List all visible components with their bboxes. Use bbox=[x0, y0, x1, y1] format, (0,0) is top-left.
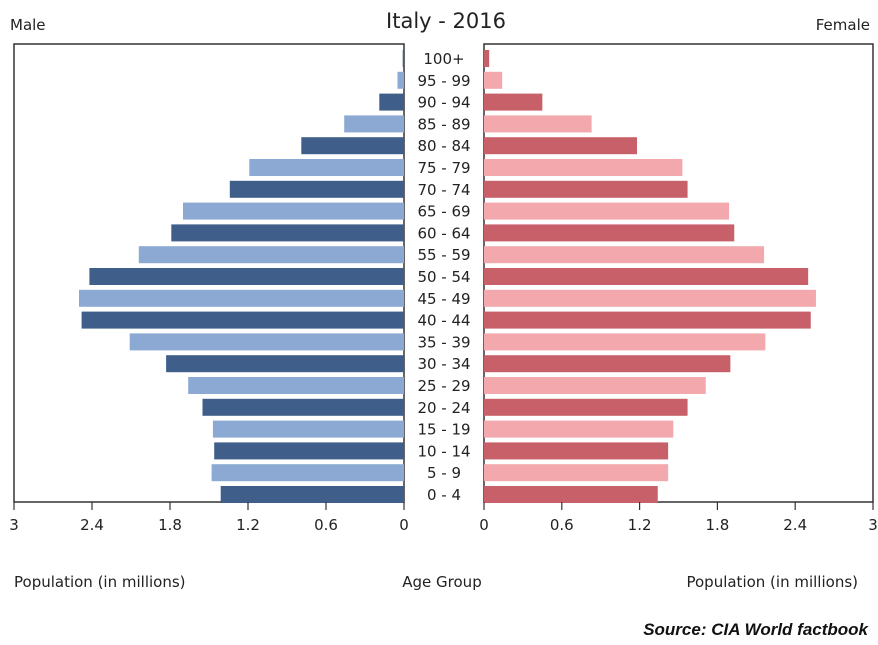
male-bar-12 bbox=[81, 311, 404, 329]
age-label-3: 85 - 89 bbox=[417, 115, 470, 133]
age-label-20: 0 - 4 bbox=[427, 486, 461, 504]
male-bar-8 bbox=[171, 224, 404, 242]
female-bar-1 bbox=[484, 71, 503, 89]
tick-label-3: 1.2 bbox=[236, 516, 260, 534]
female-bar-20 bbox=[484, 486, 658, 503]
age-label-15: 25 - 29 bbox=[417, 377, 470, 395]
female-label: Female bbox=[816, 16, 870, 34]
female-bar-6 bbox=[484, 180, 688, 198]
x-axis-label-left: Population (in millions) bbox=[14, 573, 186, 591]
age-label-13: 35 - 39 bbox=[417, 333, 470, 351]
bars-group bbox=[79, 50, 816, 503]
age-label-11: 45 - 49 bbox=[417, 290, 470, 308]
male-label: Male bbox=[10, 16, 46, 34]
chart-title: Italy - 2016 bbox=[386, 9, 506, 33]
age-label-8: 60 - 64 bbox=[417, 224, 470, 242]
tick-label-9: 1.8 bbox=[705, 516, 729, 534]
female-bar-17 bbox=[484, 420, 674, 438]
male-bar-6 bbox=[229, 180, 404, 198]
tick-label-0: 3 bbox=[9, 516, 19, 534]
source-note: Source: CIA World factbook bbox=[643, 620, 868, 639]
male-bar-11 bbox=[79, 289, 404, 307]
age-labels-group: 100+ 95 - 99 90 - 94 85 - 89 80 - 84 75 - 79 7… bbox=[417, 50, 470, 504]
tick-label-11: 3 bbox=[868, 516, 878, 534]
female-bar-18 bbox=[484, 442, 669, 460]
female-bar-11 bbox=[484, 289, 816, 307]
tick-label-10: 2.4 bbox=[783, 516, 807, 534]
male-bar-18 bbox=[214, 442, 404, 460]
male-bar-3 bbox=[344, 115, 404, 133]
female-bar-13 bbox=[484, 333, 766, 351]
age-label-5: 75 - 79 bbox=[417, 159, 470, 177]
female-bar-12 bbox=[484, 311, 811, 329]
male-bar-20 bbox=[220, 486, 404, 503]
female-bar-5 bbox=[484, 159, 683, 176]
age-label-1: 95 - 99 bbox=[417, 72, 470, 90]
age-label-19: 5 - 9 bbox=[427, 464, 461, 482]
tick-label-1: 2.4 bbox=[80, 516, 104, 534]
age-label-2: 90 - 94 bbox=[417, 94, 470, 112]
male-bar-14 bbox=[166, 355, 404, 373]
tick-label-5: 0 bbox=[399, 516, 409, 534]
age-label-12: 40 - 44 bbox=[417, 312, 470, 330]
female-bar-2 bbox=[484, 93, 543, 111]
male-bar-16 bbox=[202, 398, 404, 416]
female-bar-10 bbox=[484, 268, 809, 285]
male-bar-15 bbox=[188, 377, 404, 394]
female-bar-8 bbox=[484, 224, 735, 242]
male-bar-2 bbox=[379, 93, 404, 111]
tick-label-8: 1.2 bbox=[628, 516, 652, 534]
tick-label-6: 0 bbox=[479, 516, 489, 534]
male-bar-7 bbox=[183, 202, 404, 220]
age-label-9: 55 - 59 bbox=[417, 246, 470, 264]
male-bar-4 bbox=[301, 137, 404, 155]
female-bar-4 bbox=[484, 137, 638, 155]
female-bar-3 bbox=[484, 115, 592, 133]
age-label-4: 80 - 84 bbox=[417, 137, 470, 155]
age-label-0: 100+ bbox=[423, 50, 464, 68]
male-bar-17 bbox=[212, 420, 404, 438]
age-label-6: 70 - 74 bbox=[417, 181, 470, 199]
x-axis-label-right: Population (in millions) bbox=[686, 573, 858, 591]
age-label-18: 10 - 14 bbox=[417, 442, 470, 460]
male-bar-5 bbox=[249, 159, 404, 176]
age-label-16: 20 - 24 bbox=[417, 399, 470, 417]
female-bar-0 bbox=[484, 50, 490, 67]
tick-label-4: 0.6 bbox=[314, 516, 338, 534]
age-label-17: 15 - 19 bbox=[417, 421, 470, 439]
male-bar-19 bbox=[211, 464, 404, 482]
tick-label-2: 1.8 bbox=[158, 516, 182, 534]
male-bar-9 bbox=[138, 246, 405, 264]
female-bar-7 bbox=[484, 202, 730, 220]
male-bar-1 bbox=[397, 71, 404, 89]
male-bar-10 bbox=[89, 268, 405, 285]
age-label-14: 30 - 34 bbox=[417, 355, 470, 373]
female-bar-14 bbox=[484, 355, 731, 373]
male-bar-0 bbox=[402, 50, 404, 67]
x-axis-label-center: Age Group bbox=[402, 573, 481, 591]
tick-label-7: 0.6 bbox=[550, 516, 574, 534]
female-bar-9 bbox=[484, 246, 765, 264]
age-label-7: 65 - 69 bbox=[417, 203, 470, 221]
age-label-10: 50 - 54 bbox=[417, 268, 470, 286]
male-bar-13 bbox=[129, 333, 404, 351]
female-bar-15 bbox=[484, 377, 706, 394]
female-bar-16 bbox=[484, 398, 688, 416]
female-bar-19 bbox=[484, 464, 669, 482]
tick-group: 3 2.4 1.8 1.2 0.6 0 0 0.6 1.2 1.8 2.4 3 bbox=[9, 502, 878, 534]
